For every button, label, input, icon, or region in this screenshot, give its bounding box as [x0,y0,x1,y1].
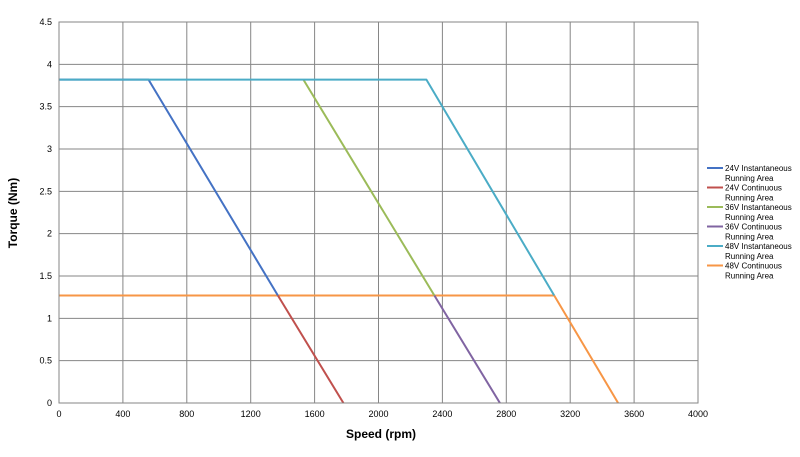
y-tick-label: 3.5 [39,102,52,112]
y-tick-label: 2.5 [39,186,52,196]
legend-label: 24V Continuous Running Area [725,184,782,203]
y-axis-title: Torque (Nm) [6,178,20,248]
series-lines [59,78,619,404]
legend-label: 36V Instantaneous Running Area [725,203,792,222]
x-tick-label: 2800 [496,409,516,419]
x-tick-label: 800 [179,409,194,419]
y-tick-label: 0 [47,398,52,408]
y-tick-label: 0.5 [39,356,52,366]
x-axis-title: Speed (rpm) [346,427,416,441]
y-tick-label: 1 [47,313,52,323]
legend-label: 48V Continuous Running Area [725,262,782,281]
x-tick-label: 4000 [688,409,708,419]
x-tick-label: 2400 [432,409,452,419]
x-tick-label: 1200 [241,409,261,419]
legend-label: 48V Instantaneous Running Area [725,242,792,261]
legend-label: 36V Continuous Running Area [725,223,782,242]
x-tick-label: 3600 [624,409,644,419]
legend-label: 24V Instantaneous Running Area [725,164,792,183]
series-line-2 [277,294,345,404]
y-tick-label: 2 [47,229,52,239]
y-tick-label: 3 [47,144,52,154]
x-tick-label: 2000 [368,409,388,419]
x-tick-label: 400 [115,409,130,419]
y-tick-label: 4.5 [39,17,52,27]
series-line-3 [302,79,436,297]
x-tick-label: 3200 [560,409,580,419]
axes: 0 400 800 1200 1600 2000 2400 2800 3200 3600 4000 0… [39,17,708,419]
y-tick-label: 1.5 [39,271,52,281]
series-line-4 [433,294,501,404]
y-tick-label: 4 [47,59,52,69]
x-tick-label: 0 [56,409,61,419]
series-line-5 [59,78,556,297]
x-tick-label: 1600 [305,409,325,419]
